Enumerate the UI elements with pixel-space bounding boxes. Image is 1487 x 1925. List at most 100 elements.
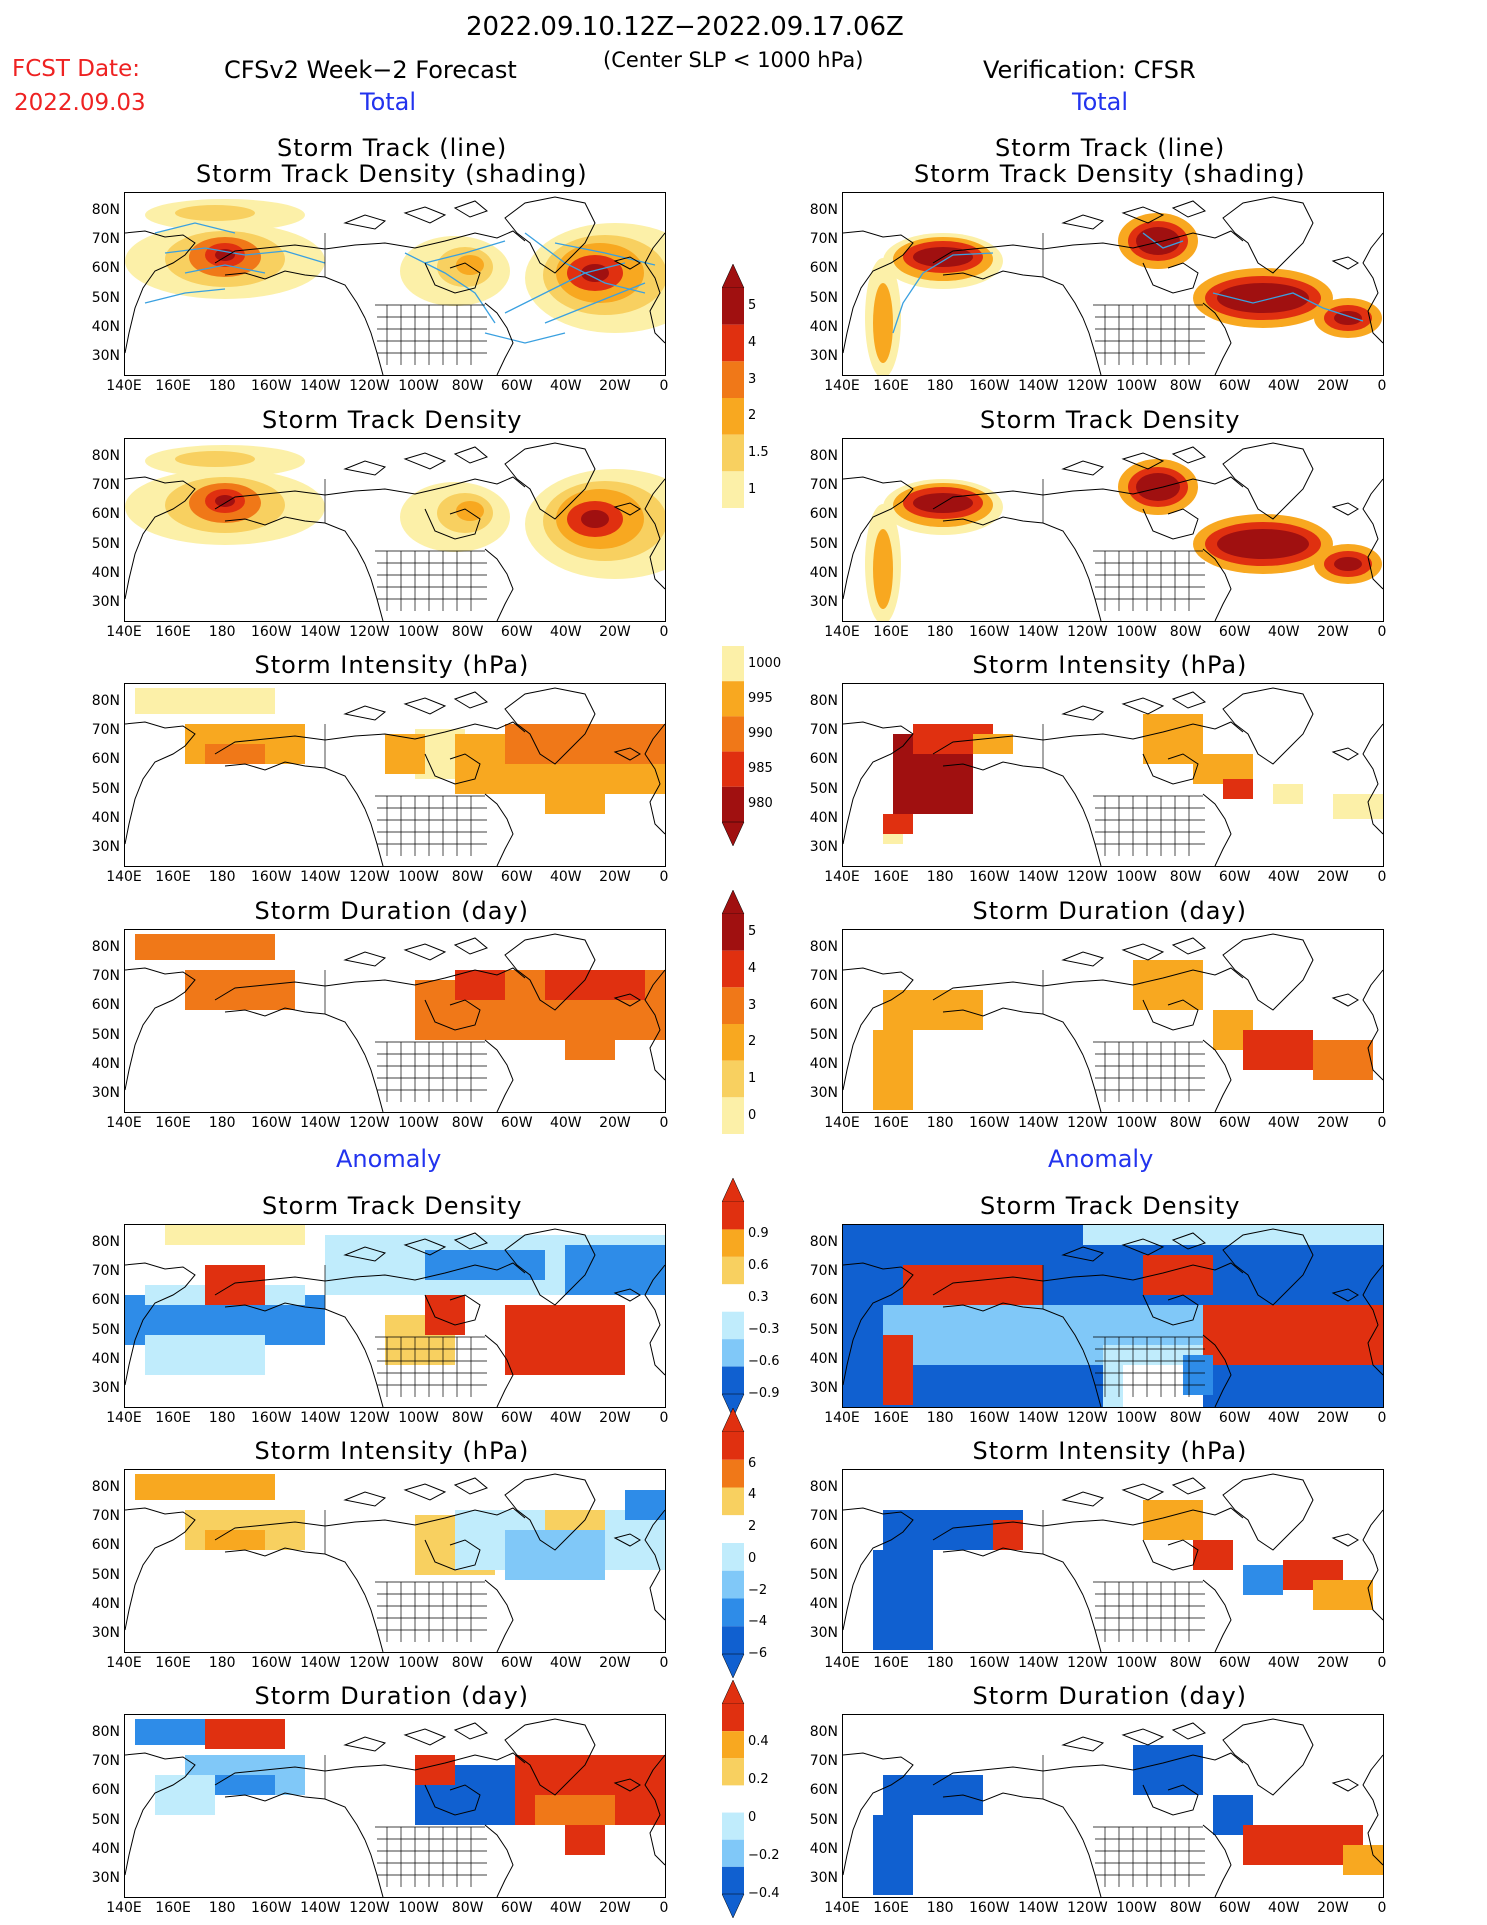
colorbar-tick-label: 990 bbox=[748, 726, 773, 741]
map-panel-aduration-forecast bbox=[124, 1714, 666, 1898]
colorbar-tick-label: −6 bbox=[748, 1646, 768, 1661]
right-anomaly-label: Anomaly bbox=[1048, 1145, 1154, 1173]
colorbar-tick-label: −0.9 bbox=[748, 1386, 780, 1401]
panel-title: Storm Track (line) bbox=[995, 134, 1226, 162]
longitude-tick-label: 40W bbox=[1267, 869, 1300, 885]
longitude-tick-label: 140E bbox=[106, 1655, 142, 1671]
longitude-tick-label: 100W bbox=[1116, 1900, 1157, 1916]
longitude-tick-label: 140W bbox=[1018, 378, 1059, 394]
longitude-tick-label: 80W bbox=[1169, 1655, 1202, 1671]
panel-title: Storm Track Density (shading) bbox=[196, 160, 588, 188]
longitude-tick-label: 60W bbox=[1218, 869, 1251, 885]
panel-title: Storm Duration (day) bbox=[254, 1682, 530, 1710]
political-boundaries bbox=[324, 479, 487, 611]
latitude-tick-label: 80N bbox=[809, 1479, 838, 1495]
map-panel-aintensity-verification bbox=[842, 1469, 1384, 1653]
longitude-tick-label: 60W bbox=[500, 869, 533, 885]
anomaly-intensity-field bbox=[135, 1474, 665, 1580]
longitude-tick-label: 80W bbox=[1169, 378, 1202, 394]
longitude-tick-label: 100W bbox=[1116, 869, 1157, 885]
latitude-tick-label: 40N bbox=[809, 1055, 838, 1072]
panel-title: Storm Duration (day) bbox=[254, 897, 530, 925]
longitude-tick-label: 20W bbox=[1317, 1410, 1349, 1426]
longitude-tick-label: 0 bbox=[659, 1115, 669, 1131]
longitude-tick-label: 100W bbox=[398, 1115, 439, 1131]
latitude-tick-label: 80N bbox=[809, 693, 838, 709]
panel-title: Storm Intensity (hPa) bbox=[254, 651, 530, 679]
longitude-tick-label: 160W bbox=[250, 378, 292, 394]
longitude-tick-label: 60W bbox=[500, 1655, 533, 1671]
panel-title: Storm Intensity (hPa) bbox=[254, 1437, 530, 1465]
longitude-tick-label: 160E bbox=[155, 869, 191, 885]
longitude-tick-label: 100W bbox=[1116, 1655, 1157, 1671]
longitude-tick-label: 60W bbox=[1218, 1655, 1251, 1671]
longitude-tick-label: 160E bbox=[155, 1900, 191, 1916]
political-boundaries bbox=[324, 233, 487, 365]
colorbar-tick-label: 5 bbox=[748, 298, 757, 314]
latitude-tick-label: 70N bbox=[91, 722, 120, 739]
longitude-tick-label: 120W bbox=[349, 1900, 390, 1916]
latitude-tick-label: 50N bbox=[91, 535, 120, 552]
map-panel-duration-verification bbox=[842, 929, 1384, 1113]
longitude-tick-label: 120W bbox=[349, 1655, 390, 1671]
latitude-tick-label: 50N bbox=[91, 780, 120, 797]
longitude-tick-label: 120W bbox=[1067, 1655, 1108, 1671]
longitude-tick-label: 140E bbox=[106, 624, 142, 640]
latitude-tick-label: 60N bbox=[91, 1782, 120, 1799]
coastline-outline bbox=[125, 1718, 665, 1897]
latitude-tick-label: 50N bbox=[809, 1811, 838, 1828]
latitude-tick-label: 40N bbox=[91, 1840, 120, 1857]
anomaly-intensity-field bbox=[873, 1500, 1373, 1650]
longitude-tick-label: 20W bbox=[599, 1655, 631, 1671]
latitude-tick-label: 80N bbox=[91, 1724, 120, 1740]
longitude-tick-label: 40W bbox=[1267, 1115, 1300, 1131]
colorbar-tick-label: 1.5 bbox=[748, 445, 769, 460]
colorbar-tick-label: 1 bbox=[748, 481, 757, 497]
latitude-tick-label: 60N bbox=[91, 1292, 120, 1309]
storm-track-lines bbox=[892, 232, 1364, 334]
panel-title: Storm Track Density bbox=[980, 1192, 1241, 1220]
anomaly-density-field bbox=[125, 1225, 665, 1375]
latitude-tick-label: 50N bbox=[91, 1026, 120, 1043]
latitude-tick-label: 40N bbox=[809, 1595, 838, 1612]
density-shading bbox=[865, 213, 1382, 375]
longitude-tick-label: 160W bbox=[250, 869, 292, 885]
latitude-tick-label: 50N bbox=[91, 1321, 120, 1338]
colorbar-tick-label: 2 bbox=[748, 408, 757, 424]
latitude-tick-label: 80N bbox=[91, 693, 120, 709]
longitude-tick-label: 160W bbox=[968, 378, 1010, 394]
latitude-tick-label: 40N bbox=[91, 1055, 120, 1072]
longitude-tick-label: 20W bbox=[1317, 1655, 1349, 1671]
longitude-tick-label: 40W bbox=[549, 1115, 582, 1131]
longitude-tick-label: 60W bbox=[500, 1115, 533, 1131]
longitude-tick-label: 160W bbox=[250, 1115, 292, 1131]
colorbar-tick-label: −4 bbox=[748, 1614, 768, 1630]
longitude-tick-label: 40W bbox=[549, 378, 582, 394]
coastline-outline bbox=[843, 687, 1383, 866]
panel-title: Storm Duration (day) bbox=[972, 1682, 1248, 1710]
longitude-tick-label: 100W bbox=[398, 1655, 439, 1671]
map-panel-aintensity-forecast bbox=[124, 1469, 666, 1653]
latitude-tick-label: 50N bbox=[809, 1026, 838, 1043]
longitude-tick-label: 100W bbox=[398, 378, 439, 394]
longitude-tick-label: 120W bbox=[349, 378, 390, 394]
colorbar-tick-label: 0.4 bbox=[748, 1734, 769, 1749]
colorbar-tick-label: −0.4 bbox=[748, 1886, 780, 1901]
longitude-tick-label: 160W bbox=[968, 1115, 1010, 1131]
political-boundaries bbox=[324, 1755, 487, 1887]
longitude-tick-label: 40W bbox=[549, 869, 582, 885]
latitude-tick-label: 80N bbox=[91, 448, 120, 464]
left-anomaly-label: Anomaly bbox=[336, 1145, 442, 1173]
latitude-tick-label: 40N bbox=[91, 1350, 120, 1367]
latitude-tick-label: 40N bbox=[809, 1840, 838, 1857]
longitude-tick-label: 160W bbox=[968, 1900, 1010, 1916]
longitude-tick-label: 60W bbox=[1218, 1410, 1251, 1426]
colorbar-tick-label: 6 bbox=[748, 1455, 757, 1471]
longitude-tick-label: 20W bbox=[1317, 378, 1349, 394]
coastline-outline bbox=[843, 1473, 1383, 1652]
longitude-tick-label: 160W bbox=[968, 1410, 1010, 1426]
longitude-tick-label: 180 bbox=[208, 378, 236, 394]
latitude-tick-label: 30N bbox=[91, 1625, 120, 1641]
coastline-outline bbox=[843, 1228, 1383, 1407]
political-boundaries bbox=[1042, 724, 1205, 856]
